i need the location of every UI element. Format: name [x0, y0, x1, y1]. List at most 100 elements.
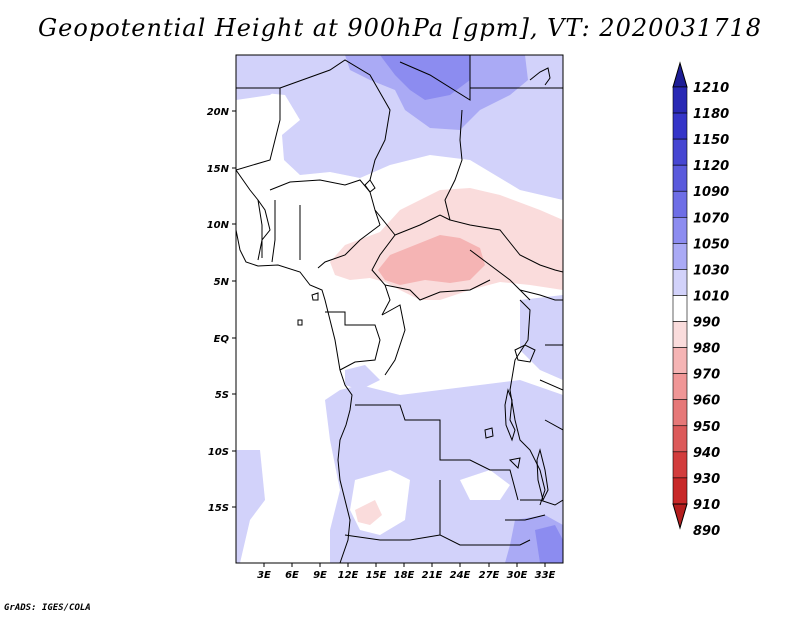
colorbar-label: 950: [693, 420, 720, 435]
colorbar-label: 960: [693, 394, 720, 409]
colorbar-bottom-arrow: [672, 503, 688, 530]
border-north-2: [279, 59, 391, 181]
colorbar-label: 1030: [693, 263, 729, 278]
lat-label: 20N: [207, 107, 230, 118]
lat-tick-marks: [232, 110, 236, 508]
lon-label: 12E: [338, 570, 359, 581]
lake-victoria: [514, 344, 536, 363]
lon-labels: 3E 6E 9E 12E 15E 18E 21E 24E 27E 30E 33E: [257, 570, 555, 581]
colorbar-swatch: [672, 216, 688, 244]
border-central-1: [317, 224, 381, 269]
colorbar-label: 1090: [693, 185, 729, 200]
lake-mweru: [484, 427, 494, 439]
lon-label: 6E: [285, 570, 299, 581]
grads-credit: GrADS: IGES/COLA: [4, 603, 91, 613]
colorbar-swatch: [672, 190, 688, 218]
border-east-4: [544, 419, 563, 431]
colorbar-swatch: [672, 164, 688, 192]
colorbar-label: 910: [693, 498, 720, 513]
lon-label: 18E: [394, 570, 415, 581]
border-west-4: [271, 200, 276, 263]
colorbar-swatch: [672, 112, 688, 140]
lon-label: 27E: [479, 570, 500, 581]
colorbar-label: 970: [693, 368, 720, 383]
colorbar-swatch: [672, 295, 688, 322]
colorbar-swatch: [672, 269, 688, 296]
colorbar: 1210 1180 1150 1120 1090 1070 1050 1030 1010 990 9…: [672, 61, 729, 539]
border-central-3: [384, 279, 491, 301]
colorbar-top-arrow: [672, 61, 688, 88]
borders: [236, 55, 563, 563]
map-frame: [235, 54, 564, 564]
lake-bangweulu: [508, 457, 521, 470]
sao-tome-island: [297, 319, 303, 326]
lat-label: EQ: [214, 334, 230, 345]
colorbar-label: 980: [693, 342, 720, 357]
field-west-coast-blue: [345, 365, 380, 390]
colorbar-swatch: [672, 425, 688, 453]
border-east-3: [539, 379, 563, 391]
lat-label: 10S: [208, 447, 229, 458]
colorbar-label: 1010: [693, 289, 729, 304]
colorbar-label: 1180: [693, 107, 729, 122]
colorbar-label: 1150: [693, 133, 729, 148]
border-west-2: [269, 179, 381, 226]
border-drc-south: [355, 404, 519, 501]
field-southwest-pink: [355, 500, 382, 525]
colorbar-label: 1210: [693, 81, 729, 96]
border-central-4: [394, 214, 451, 236]
bioko-island: [311, 292, 319, 301]
field-central-rose: [378, 235, 485, 285]
height-field: [236, 55, 563, 563]
field-south-white-patch: [460, 470, 510, 500]
colorbar-swatch: [672, 451, 688, 479]
lat-label: 10N: [207, 220, 230, 231]
colorbar-label: 890: [693, 524, 720, 539]
colorbar-swatch: [672, 399, 688, 427]
border-gabon: [325, 311, 381, 371]
border-namibia: [344, 534, 441, 541]
lon-label: 33E: [535, 570, 556, 581]
border-east-5: [520, 499, 563, 506]
field-south-blue: [236, 450, 265, 563]
colorbar-swatch: [672, 347, 688, 374]
lat-label: 5N: [214, 277, 230, 288]
red-sea-coast: [529, 67, 551, 86]
colorbar-swatch: [672, 243, 688, 270]
lon-label: 9E: [313, 570, 327, 581]
colorbar-swatch: [672, 321, 688, 348]
colorbar-label: 940: [693, 446, 720, 461]
colorbar-label: 990: [693, 316, 720, 331]
border-drc-east: [509, 299, 546, 506]
field-north-west-blue: [236, 55, 300, 100]
border-angola: [439, 480, 531, 546]
border-north-5: [444, 109, 563, 273]
lat-labels: 20N 15N 10N 5N EQ 5S 10S 15S: [207, 107, 230, 514]
field-north-dark-blue: [380, 55, 470, 100]
border-north-3: [399, 55, 471, 101]
colorbar-swatch: [672, 86, 688, 114]
colorbar-swatch: [672, 477, 688, 505]
colorbar-label: 1050: [693, 237, 729, 252]
border-east-6: [505, 514, 546, 521]
colorbar-swatch: [672, 373, 688, 401]
field-southeast-dark-blue: [535, 525, 563, 563]
border-north-1: [236, 87, 281, 171]
lon-label: 3E: [257, 570, 271, 581]
chart-title: Geopotential Height at 900hPa [gpm], VT:…: [38, 14, 762, 42]
lon-tick-marks: [263, 563, 546, 567]
colorbar-swatch: [672, 138, 688, 166]
lat-label: 5S: [215, 390, 229, 401]
colorbar-label: 930: [693, 472, 720, 487]
colorbar-label: 1120: [693, 159, 729, 174]
lon-label: 15E: [366, 570, 387, 581]
lon-label: 24E: [450, 570, 471, 581]
lon-label: 21E: [422, 570, 443, 581]
lat-label: 15N: [207, 164, 230, 175]
colorbar-label: 1070: [693, 211, 729, 226]
border-east-1: [519, 289, 563, 301]
lat-label: 15S: [208, 503, 229, 514]
lon-label: 30E: [507, 570, 528, 581]
border-congo: [381, 304, 406, 376]
